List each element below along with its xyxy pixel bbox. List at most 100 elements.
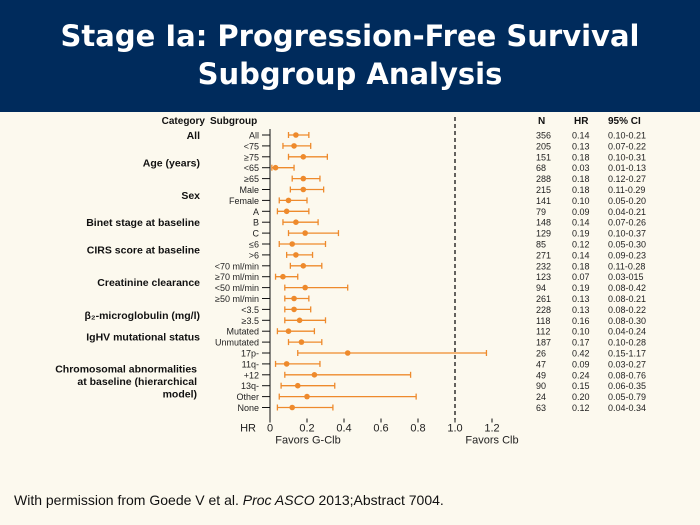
hr-point: [304, 393, 310, 400]
ci-value: 0.08-0.76: [608, 370, 646, 380]
hr-point: [311, 372, 318, 378]
hr-value: 0.18: [572, 185, 590, 195]
x-axis-label: HR: [240, 423, 256, 435]
category-label: Age (years): [143, 157, 200, 169]
subgroup-label: ≥65: [244, 174, 259, 184]
header-subgroup: Subgroup: [210, 116, 257, 127]
hr-point: [283, 208, 290, 215]
ci-value: 0.11-0.28: [608, 261, 645, 271]
subgroup-label: B: [253, 218, 259, 228]
ci-value: 0.08-0.21: [608, 294, 646, 304]
hr-point: [291, 295, 297, 302]
hr-value: 0.13: [572, 305, 590, 315]
ci-value: 0.01-0.13: [608, 163, 646, 173]
header-ci: 95% CI: [608, 116, 641, 127]
subgroup-label: <65: [244, 163, 259, 173]
n-value: 79: [536, 207, 546, 217]
hr-value: 0.14: [572, 131, 590, 141]
hr-value: 0.12: [572, 403, 590, 413]
hr-value: 0.09: [572, 207, 590, 217]
ci-value: 0.05-0.30: [608, 240, 646, 250]
x-tick-label: 0: [267, 423, 273, 435]
hr-point: [344, 350, 351, 356]
category-label: Binet stage at baseline: [86, 217, 200, 229]
hr-point: [283, 361, 290, 367]
hr-value: 0.15: [572, 381, 590, 391]
citation-prefix: With permission from Goede V et al.: [14, 492, 243, 508]
hr-point: [289, 241, 296, 247]
category-label-line: at baseline (hierarchical: [77, 376, 197, 388]
hr-value: 0.19: [572, 229, 590, 239]
ci-value: 0.08-0.42: [608, 283, 646, 293]
subgroup-label: 17p-: [241, 349, 259, 359]
x-tick-label: 0.2: [299, 423, 314, 435]
ci-value: 0.05-0.20: [608, 196, 646, 206]
n-value: 68: [536, 163, 546, 173]
hr-value: 0.14: [572, 218, 590, 228]
subgroup-label: A: [253, 207, 259, 217]
n-value: 232: [536, 261, 551, 271]
n-value: 129: [536, 229, 551, 239]
subgroup-label: +12: [244, 370, 259, 380]
hr-value: 0.18: [572, 174, 590, 184]
hr-value: 0.17: [572, 338, 590, 348]
n-value: 205: [536, 141, 551, 151]
subgroup-label: ≥75: [244, 152, 259, 162]
hr-value: 0.14: [572, 250, 590, 260]
n-value: 148: [536, 218, 551, 228]
ci-value: 0.07-0.26: [608, 218, 646, 228]
ci-value: 0.04-0.34: [608, 403, 646, 413]
hr-point: [298, 339, 305, 345]
n-value: 118: [536, 316, 550, 326]
n-value: 356: [536, 131, 551, 141]
category-label: Sex: [181, 190, 200, 202]
x-tick-label: 1.2: [484, 423, 499, 435]
subgroup-label: Male: [239, 185, 259, 195]
subgroup-label: ≥70 ml/min: [215, 272, 259, 282]
hr-point: [272, 164, 279, 171]
n-value: 271: [536, 250, 551, 260]
hr-value: 0.13: [572, 294, 590, 304]
hr-point: [294, 382, 301, 389]
hr-value: 0.12: [572, 240, 590, 250]
category-label-line: model): [163, 388, 197, 400]
ci-value: 0.15-1.17: [608, 349, 646, 359]
subgroup-label: Female: [229, 196, 259, 206]
subgroup-label: >6: [249, 250, 259, 260]
n-value: 94: [536, 283, 546, 293]
n-value: 151: [536, 152, 551, 162]
subgroup-label: ≤6: [249, 240, 259, 250]
hr-value: 0.18: [572, 261, 590, 271]
favors-right-label: Favors Clb: [465, 435, 518, 447]
x-tick-label: 0.8: [410, 423, 425, 435]
hr-point: [293, 252, 299, 258]
hr-point: [300, 175, 307, 182]
hr-value: 0.09: [572, 359, 590, 369]
hr-point: [302, 230, 308, 236]
hr-point: [296, 317, 303, 324]
citation-footer: With permission from Goede V et al. Proc…: [14, 492, 444, 508]
ci-value: 0.08-0.30: [608, 316, 646, 326]
hr-value: 0.24: [572, 370, 590, 380]
slide-title-line-1: Stage Ia: Progression-Free Survival: [60, 19, 640, 53]
category-label: β₂-microglobulin (mg/l): [85, 310, 200, 322]
subgroup-label: ≥50 ml/min: [215, 294, 259, 304]
ci-value: 0.04-0.24: [608, 327, 646, 337]
ci-value: 0.12-0.27: [608, 174, 646, 184]
n-value: 261: [536, 294, 551, 304]
n-value: 228: [536, 305, 551, 315]
subgroup-label: <75: [244, 141, 259, 151]
n-value: 47: [536, 359, 546, 369]
citation-suffix: 2013;Abstract 7004.: [314, 492, 444, 508]
header-category: Category: [162, 116, 206, 127]
hr-point: [300, 154, 307, 160]
subgroup-label: All: [249, 131, 259, 141]
hr-point: [285, 328, 292, 335]
subgroup-label: 11q-: [242, 359, 259, 369]
ci-value: 0.03-015: [608, 272, 644, 282]
ci-value: 0.10-0.37: [608, 229, 646, 239]
category-label: IgHV mutational status: [86, 332, 200, 344]
ci-value: 0.06-0.35: [608, 381, 646, 391]
header-hr: HR: [574, 116, 589, 127]
